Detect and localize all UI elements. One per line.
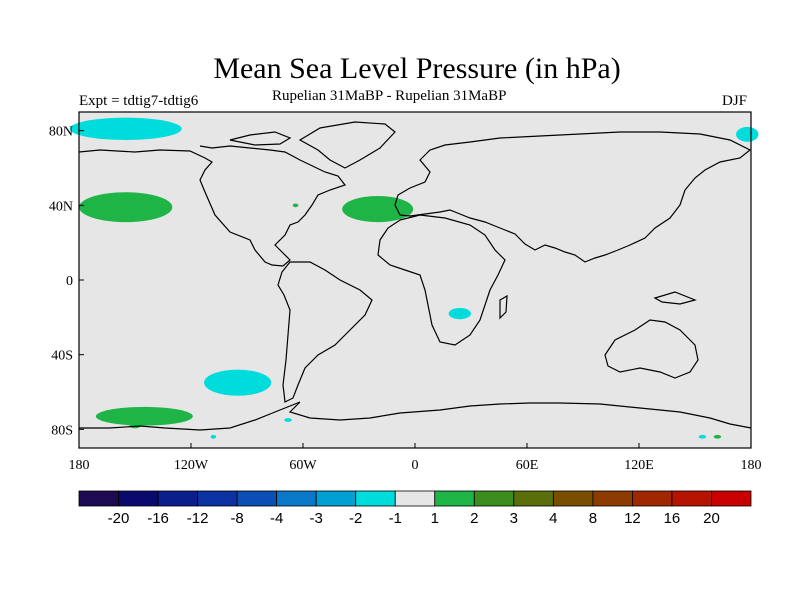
coastline-africa xyxy=(377,214,506,346)
colorbar-label: 1 xyxy=(431,510,439,527)
coastline-greenland xyxy=(298,121,396,169)
anomaly-south-africa-negative xyxy=(448,308,471,320)
map-background xyxy=(79,112,751,448)
coastline-madagascar xyxy=(499,294,508,320)
colorbar-swatch xyxy=(513,490,554,507)
colorbar-label: 4 xyxy=(549,510,557,527)
colorbar-swatch xyxy=(552,490,594,507)
coastline-antarctica xyxy=(79,401,752,431)
experiment-label: Expt = tdtig7-tdtig6 xyxy=(79,93,199,109)
anomaly-drake-passage-negative xyxy=(284,418,292,422)
y-tick-label: 80N xyxy=(49,125,73,140)
colorbar-swatch xyxy=(394,490,436,507)
colorbar-swatch xyxy=(711,490,752,507)
colorbar: -20 -16 -12 -8 -4 -3 -2 -1 1 2 3 4 8 12 16 20 xyxy=(78,490,752,527)
x-tick-label: 120W xyxy=(174,458,209,473)
colorbar-label: -4 xyxy=(270,510,283,527)
colorbar-label: -2 xyxy=(349,510,362,527)
colorbar-swatch xyxy=(473,490,515,507)
colorbar-label: 3 xyxy=(510,510,518,527)
subtitle-label: Rupelian 31MaBP - Rupelian 31MaBP xyxy=(272,88,507,104)
colorbar-label: -1 xyxy=(389,510,402,527)
x-tick-label: 180 xyxy=(741,458,762,473)
colorbar-label: 8 xyxy=(589,510,597,527)
x-tick-label: 180 xyxy=(69,458,90,473)
colorbar-label: -12 xyxy=(187,510,209,527)
colorbar-swatch xyxy=(671,490,712,507)
anomaly-south-pacific-negative xyxy=(204,369,272,396)
season-label: DJF xyxy=(722,93,748,109)
colorbar-swatch xyxy=(592,490,633,507)
x-tick-label: 0 xyxy=(412,458,419,473)
x-tick-label: 60W xyxy=(289,458,317,473)
colorbar-label: 16 xyxy=(664,510,681,527)
colorbar-swatch xyxy=(315,490,357,507)
colorbar-label: -3 xyxy=(310,510,323,527)
anomaly-arctic-east-negative xyxy=(736,126,759,142)
colorbar-swatch xyxy=(78,490,119,507)
y-tick-label: 40N xyxy=(49,199,73,214)
colorbar-label: -16 xyxy=(147,510,169,527)
colorbar-label: -20 xyxy=(108,510,130,527)
coastlines xyxy=(78,121,752,431)
colorbar-swatch xyxy=(157,490,198,507)
anomaly-ross-sea-positive xyxy=(713,434,722,439)
x-tick-label: 120E xyxy=(624,458,654,473)
y-tick-label: 0 xyxy=(66,274,73,289)
colorbar-swatch xyxy=(632,490,673,507)
y-tick-label: 80S xyxy=(51,423,73,438)
map-axes: 180 120W 60W 0 60E 120E 180 80N 40N 0 40S 80S xyxy=(49,125,762,473)
anomaly-north-atlantic-positive xyxy=(342,196,414,223)
coastline-arctic-islands xyxy=(229,131,292,146)
y-tick-label: 40S xyxy=(51,349,73,364)
colorbar-swatch xyxy=(355,490,396,507)
colorbar-swatch xyxy=(118,490,159,507)
map-title: Mean Sea Level Pressure (in hPa) xyxy=(213,52,621,85)
colorbar-label: 20 xyxy=(703,510,720,527)
x-tick-label: 60E xyxy=(516,458,539,473)
colorbar-swatch xyxy=(197,490,238,507)
coastline-new-guinea xyxy=(653,291,697,305)
coastline-europe-asia xyxy=(394,131,752,263)
colorbar-label: 2 xyxy=(470,510,478,527)
coastline-north-america xyxy=(78,145,346,267)
anomaly-north-pacific-positive xyxy=(79,192,173,223)
anomaly-north-pacific-arctic-negative xyxy=(69,117,182,140)
anomaly-antarctic-small-negative xyxy=(210,434,217,439)
anomaly-ross-sea-negative xyxy=(698,434,707,439)
coastline-south-america xyxy=(277,261,373,403)
coastline-australia xyxy=(604,319,699,379)
colorbar-label: -8 xyxy=(230,510,243,527)
anomaly-southern-ocean-positive xyxy=(95,406,193,426)
colorbar-swatch xyxy=(434,490,475,507)
colorbar-swatch xyxy=(276,490,317,507)
anomaly-west-atlantic-small-positive xyxy=(292,203,299,208)
colorbar-label: 12 xyxy=(624,510,641,527)
colorbar-swatch xyxy=(236,490,278,507)
